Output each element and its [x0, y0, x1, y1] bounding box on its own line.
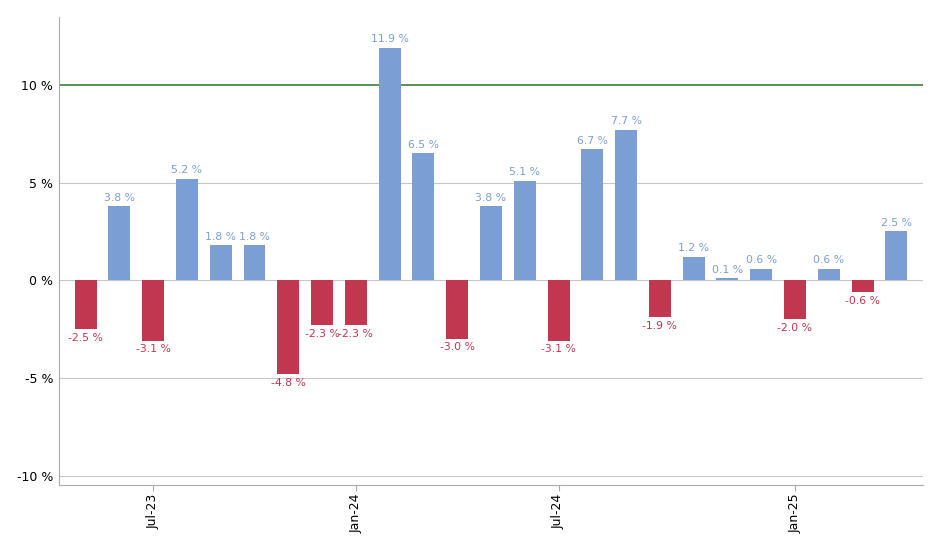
- Bar: [379, 48, 400, 280]
- Text: 3.8 %: 3.8 %: [476, 192, 507, 202]
- Text: 0.6 %: 0.6 %: [813, 255, 844, 265]
- Text: -0.6 %: -0.6 %: [845, 295, 880, 306]
- Bar: [514, 181, 536, 280]
- Text: -2.0 %: -2.0 %: [777, 323, 812, 333]
- Text: 0.1 %: 0.1 %: [712, 265, 743, 275]
- Bar: [581, 150, 603, 280]
- Text: -3.1 %: -3.1 %: [135, 344, 171, 354]
- Text: 2.5 %: 2.5 %: [881, 218, 912, 228]
- Text: 11.9 %: 11.9 %: [370, 35, 409, 45]
- Bar: [682, 257, 705, 280]
- Text: 7.7 %: 7.7 %: [611, 117, 642, 126]
- Bar: [311, 280, 333, 325]
- Text: -1.9 %: -1.9 %: [642, 321, 678, 331]
- Text: 5.1 %: 5.1 %: [509, 167, 540, 177]
- Bar: [413, 153, 434, 280]
- Bar: [750, 268, 772, 280]
- Text: 6.5 %: 6.5 %: [408, 140, 439, 150]
- Text: -3.0 %: -3.0 %: [440, 343, 475, 353]
- Text: 5.2 %: 5.2 %: [171, 165, 202, 175]
- Bar: [446, 280, 468, 339]
- Bar: [615, 130, 637, 280]
- Text: 6.7 %: 6.7 %: [577, 136, 608, 146]
- Text: -4.8 %: -4.8 %: [271, 377, 306, 388]
- Bar: [716, 278, 739, 280]
- Bar: [885, 232, 907, 280]
- Bar: [277, 280, 299, 374]
- Bar: [210, 245, 232, 280]
- Bar: [784, 280, 806, 320]
- Text: -3.1 %: -3.1 %: [541, 344, 576, 354]
- Bar: [649, 280, 671, 317]
- Text: 3.8 %: 3.8 %: [104, 192, 135, 202]
- Bar: [345, 280, 367, 325]
- Text: 1.8 %: 1.8 %: [239, 232, 270, 241]
- Bar: [176, 179, 198, 280]
- Text: 1.2 %: 1.2 %: [678, 243, 709, 254]
- Text: -2.3 %: -2.3 %: [305, 329, 339, 339]
- Text: -2.5 %: -2.5 %: [69, 333, 103, 343]
- Bar: [74, 280, 97, 329]
- Bar: [142, 280, 164, 341]
- Text: 1.8 %: 1.8 %: [205, 232, 236, 241]
- Bar: [243, 245, 265, 280]
- Bar: [818, 268, 839, 280]
- Bar: [852, 280, 873, 292]
- Bar: [480, 206, 502, 280]
- Text: 0.6 %: 0.6 %: [745, 255, 776, 265]
- Text: -2.3 %: -2.3 %: [338, 329, 373, 339]
- Bar: [108, 206, 131, 280]
- Bar: [547, 280, 570, 341]
